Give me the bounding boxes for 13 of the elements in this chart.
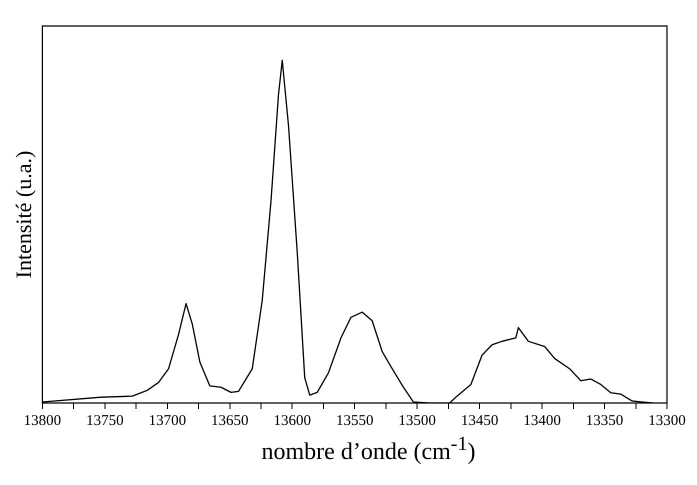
x-tick-label: 13700: [148, 412, 186, 429]
x-tick-label: 13500: [398, 412, 436, 429]
x-tick-label: 13450: [460, 412, 498, 429]
x-tick-label: 13600: [273, 412, 311, 429]
x-tick-label: 13350: [586, 412, 624, 429]
x-tick-label: 13400: [523, 412, 561, 429]
x-tick-label: 13750: [86, 412, 124, 429]
x-tick-label: 13550: [336, 412, 374, 429]
x-tick-label: 13800: [24, 412, 62, 429]
x-tick-label: 13300: [648, 412, 686, 429]
x-axis-title: nombre d’onde (cm$^{-1}$): [260, 433, 476, 466]
x-tick-label: 13650: [211, 412, 249, 429]
y-axis-title: Intensité (u.a.): [10, 150, 36, 278]
